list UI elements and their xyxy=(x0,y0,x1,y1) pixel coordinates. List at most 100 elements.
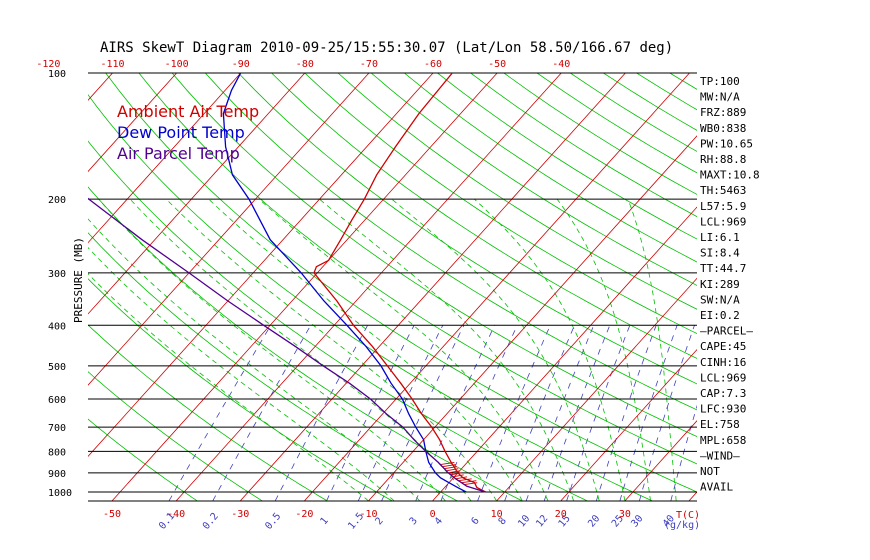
pressure-tick-label: 100 xyxy=(48,69,66,80)
dry-adiabat-line xyxy=(503,73,697,195)
isotherm-line xyxy=(88,73,434,457)
dewpoint-line xyxy=(222,73,467,493)
isotherm-line xyxy=(88,73,242,244)
dry-adiabat-line xyxy=(88,371,263,501)
index-line: NOT xyxy=(700,465,720,478)
mixing-ratio-lines xyxy=(168,325,697,501)
dry-adiabat-line xyxy=(370,73,697,286)
pressure-tick-label: 200 xyxy=(48,195,66,206)
index-line: PW:10.65 xyxy=(700,137,753,150)
cin-hatch-line xyxy=(453,474,464,478)
dry-adiabat-line xyxy=(88,418,198,501)
cin-hatch-line xyxy=(455,476,468,480)
cin-hatch-line xyxy=(461,480,477,484)
index-line: TT:44.7 xyxy=(700,262,746,275)
top-temp-label: -40 xyxy=(552,59,570,70)
mixing-ratio-label: 4 xyxy=(433,516,445,528)
index-line: MW:N/A xyxy=(700,91,740,104)
pressure-tick-label: 600 xyxy=(48,395,66,406)
mixing-ratio-line xyxy=(274,325,368,501)
dry-adiabat-line xyxy=(88,324,328,501)
index-line: KI:289 xyxy=(700,278,740,291)
top-temp-label: -50 xyxy=(488,59,506,70)
moist-adiabat-line xyxy=(258,198,549,501)
moist-adiabat-line xyxy=(88,273,369,501)
mixing-ratio-line xyxy=(168,325,272,501)
mixing-ratio-label: 12 xyxy=(534,513,550,529)
mixing-ratio-line xyxy=(381,325,465,501)
index-line: LFC:930 xyxy=(700,403,746,416)
dry-adiabats xyxy=(88,73,697,501)
dry-adiabat-line xyxy=(304,73,697,335)
cin-hatch-line xyxy=(458,478,472,482)
legend-dewpoint: Dew Point Temp xyxy=(117,123,245,142)
moist-adiabat-line xyxy=(474,198,626,501)
mixing-ratio-line xyxy=(415,325,495,501)
index-line: –WIND– xyxy=(700,449,740,462)
moist-adiabats xyxy=(88,198,677,501)
top-temp-label: -100 xyxy=(165,59,189,70)
isobars xyxy=(88,72,697,502)
index-line: MPL:658 xyxy=(700,434,746,447)
isotherm-line xyxy=(111,73,498,501)
index-line: AVAIL xyxy=(700,481,733,494)
pressure-tick-label: 1000 xyxy=(48,488,72,499)
pressure-tick-label: 500 xyxy=(48,362,66,373)
bottom-temp-label: -10 xyxy=(359,509,377,520)
isotherm-line xyxy=(753,73,870,501)
dry-adiabat-line xyxy=(238,73,697,385)
bottom-temp-label: 0 xyxy=(430,509,436,520)
top-temp-label: -90 xyxy=(232,59,250,70)
mixing-ratio-line xyxy=(477,325,551,501)
isotherm-line xyxy=(88,73,370,386)
sounding-series xyxy=(88,73,486,493)
dry-adiabat-line xyxy=(88,278,393,501)
mixing-ratio-label: 0.5 xyxy=(263,511,283,532)
bottom-temp-label: 20 xyxy=(555,509,567,520)
cin-hatch-line xyxy=(446,468,459,472)
top-temp-label: -70 xyxy=(360,59,378,70)
index-line: CAP:7.3 xyxy=(700,387,746,400)
index-line: RH:88.8 xyxy=(700,153,746,166)
isotherm-line xyxy=(88,73,113,101)
bottom-temp-label: -50 xyxy=(103,509,121,520)
isotherm-line xyxy=(239,73,626,501)
pressure-tick-label: 900 xyxy=(48,469,66,480)
isotherm-line xyxy=(88,73,177,173)
y-axis-label: PRESSURE (MB) xyxy=(72,237,85,323)
pressure-tick-label: 700 xyxy=(48,423,66,434)
index-line: WB0:838 xyxy=(700,122,746,135)
stability-indices: TP:100 MW:N/A FRZ:889 WB0:838 PW:10.65 RH:88.… xyxy=(700,75,760,494)
moist-adiabat-line xyxy=(391,198,600,501)
isotherm-line xyxy=(432,206,697,501)
index-line: TH:5463 xyxy=(700,184,746,197)
index-line: EI:0.2 xyxy=(700,309,740,322)
bottom-temp-label: 30 xyxy=(619,509,631,520)
legend-ambient: Ambient Air Temp xyxy=(117,102,259,121)
moist-adiabat-line xyxy=(88,218,421,501)
index-line: CAPE:45 xyxy=(700,340,746,353)
isotherm-line xyxy=(560,348,697,501)
index-line: LCL:969 xyxy=(700,215,746,228)
dry-adiabat-line xyxy=(105,73,697,493)
index-line: LI:6.1 xyxy=(700,231,740,244)
bottom-temp-label: 10 xyxy=(491,509,503,520)
pressure-tick-label: 800 xyxy=(48,447,66,458)
mixing-ratio-label: 0.2 xyxy=(201,511,221,532)
chart-title: AIRS SkewT Diagram 2010-09-25/15:55:30.0… xyxy=(100,40,673,56)
ambient-temp-line xyxy=(313,73,486,493)
isotherm-line xyxy=(368,135,697,501)
index-line: CINH:16 xyxy=(700,356,746,369)
dry-adiabat-line xyxy=(337,73,697,310)
top-temp-label: -60 xyxy=(424,59,442,70)
bottom-temp-label: -20 xyxy=(295,509,313,520)
index-line: FRZ:889 xyxy=(700,106,746,119)
index-line: EL:758 xyxy=(700,418,740,431)
moist-adiabat-line xyxy=(319,198,574,501)
mixing-ratio-unit-label: (g/kg) xyxy=(664,520,700,531)
parcel-line xyxy=(88,197,486,493)
isotherm-line xyxy=(624,420,697,501)
mixing-ratio-label: 1 xyxy=(318,516,330,528)
top-temp-label: -80 xyxy=(296,59,314,70)
mixing-ratio-label: 6 xyxy=(470,516,482,528)
